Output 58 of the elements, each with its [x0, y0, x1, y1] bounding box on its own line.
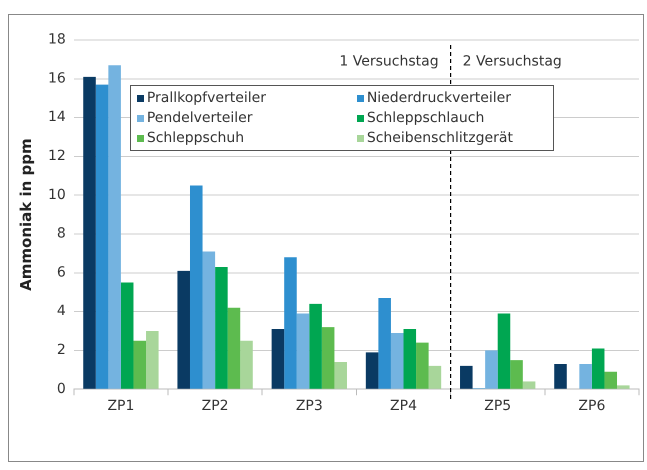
bar [322, 327, 334, 389]
bar [309, 304, 322, 389]
legend-label: Prallkopfverteiler [146, 89, 268, 108]
bar [378, 298, 391, 389]
legend-label: Niederdruckverteiler [366, 89, 512, 108]
bar [215, 266, 228, 389]
bar [202, 251, 216, 389]
y-tick-label: 2 [56, 342, 66, 358]
bar [428, 366, 442, 389]
bar [554, 364, 567, 389]
annotation: 1 Versuchstag [339, 54, 439, 70]
bar [416, 342, 429, 389]
y-tick-label: 6 [56, 264, 66, 280]
x-tick-label: ZP6 [578, 398, 606, 414]
x-tick-label: ZP2 [202, 398, 229, 414]
y-axis-title: Ammoniak in ppm [16, 138, 35, 291]
x-tick-label: ZP5 [484, 398, 512, 414]
bar [485, 350, 498, 389]
bar [579, 364, 592, 389]
x-tick-label: ZP1 [107, 398, 134, 414]
y-tick-label: 12 [48, 148, 66, 164]
bar [108, 65, 121, 389]
bar [334, 362, 347, 389]
bar [96, 84, 108, 389]
x-tick-label: ZP3 [296, 398, 323, 414]
bar [404, 329, 416, 389]
bar [284, 257, 297, 389]
y-tick-label: 14 [48, 109, 66, 126]
bar [592, 348, 604, 389]
y-tick-label: 8 [56, 226, 66, 242]
bar [120, 282, 134, 389]
bar [177, 270, 190, 389]
bar [366, 352, 378, 389]
bar [604, 372, 618, 389]
y-tick-label: 10 [48, 186, 66, 203]
bar [510, 360, 523, 389]
y-tick-label: 18 [48, 32, 66, 48]
bar [522, 381, 536, 389]
legend-label: Schleppschuh [146, 129, 246, 148]
annotation: 2 Versuchstag [462, 54, 562, 70]
bar [240, 340, 253, 389]
bar [133, 340, 146, 389]
bar [228, 308, 240, 389]
y-tick-label: 16 [48, 70, 66, 86]
bar [146, 331, 159, 389]
legend-label: Scheibenschlitzgerät [366, 129, 514, 148]
y-tick-label: 0 [56, 380, 66, 397]
bar [498, 314, 510, 389]
legend-label: Pendelverteiler [146, 109, 254, 128]
legend-label: Schleppschlauch [366, 109, 486, 128]
y-tick-label: 4 [56, 303, 66, 320]
bar [83, 76, 96, 389]
bar [190, 186, 203, 389]
bar [460, 366, 473, 389]
bar [296, 314, 310, 389]
bar [272, 329, 284, 389]
x-tick-label: ZP4 [390, 398, 418, 414]
bar [390, 332, 404, 389]
